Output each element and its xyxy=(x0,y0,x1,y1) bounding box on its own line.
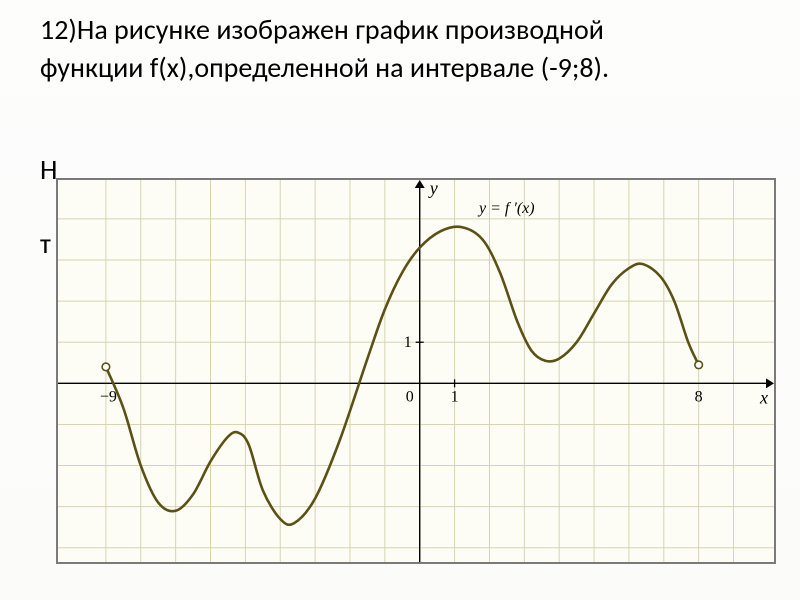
svg-text:8: 8 xyxy=(695,388,703,405)
svg-text:x: x xyxy=(759,387,768,407)
svg-text:y: y xyxy=(428,180,438,198)
truncated-line-3: Н xyxy=(40,152,57,187)
chart-svg: y x 0 1 1 −9 8 y = f ′(x) xyxy=(58,180,774,562)
text-line-1: 12)На рисунке изображен график производн… xyxy=(40,12,770,48)
svg-text:0: 0 xyxy=(406,388,414,405)
truncated-line-4: т xyxy=(40,226,51,261)
svg-text:−9: −9 xyxy=(100,388,117,405)
derivative-chart: y x 0 1 1 −9 8 y = f ′(x) xyxy=(56,178,776,564)
svg-text:1: 1 xyxy=(451,388,459,405)
text-line-2: функции f(x),определенной на интервале (… xyxy=(40,50,770,86)
svg-text:1: 1 xyxy=(404,334,412,351)
problem-text: 12)На рисунке изображен график производн… xyxy=(40,12,770,88)
slide-container: { "text": { "line1": "12)На рисунке изоб… xyxy=(0,0,800,600)
svg-text:y = f ′(x): y = f ′(x) xyxy=(477,200,535,217)
